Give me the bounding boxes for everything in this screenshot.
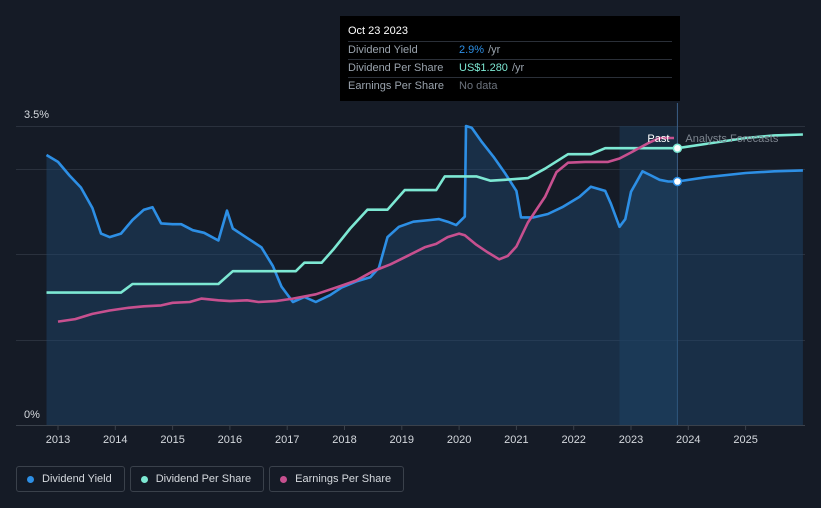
forecast-label: Analysts Forecasts (685, 133, 778, 145)
dividend-per-share-forecast-line (677, 133, 803, 150)
x-tick-label: 2016 (218, 434, 242, 446)
tooltip-label: Dividend Per Share (348, 62, 444, 74)
x-tick-label: 2018 (332, 434, 356, 446)
y-axis-min-label: 0% (24, 409, 40, 421)
legend-label: Dividend Per Share (155, 473, 252, 485)
x-tick-label: 2019 (390, 434, 414, 446)
tooltip-date: Oct 23 2023 (348, 25, 408, 37)
x-tick-label: 2014 (103, 434, 127, 446)
dividend-yield-marker (672, 176, 683, 187)
y-axis-max-label: 3.5% (24, 109, 49, 121)
legend-label: Earnings Per Share (295, 473, 392, 485)
legend: Dividend Yield Dividend Per Share Earnin… (16, 466, 405, 492)
tooltip-row-dividend-yield: Dividend Yield 2.9% /yr (348, 41, 672, 59)
legend-dividend-per-share[interactable]: Dividend Per Share (129, 466, 265, 492)
x-tick-label: 2020 (447, 434, 471, 446)
legend-dividend-yield[interactable]: Dividend Yield (16, 466, 125, 492)
tooltip-value: 2.9% (459, 44, 485, 56)
legend-earnings-per-share[interactable]: Earnings Per Share (269, 466, 405, 492)
tooltip-value: US$1.280 (459, 62, 508, 74)
x-tick-label: 2023 (619, 434, 643, 446)
x-tick-label: 2015 (160, 434, 184, 446)
x-tick-label: 2017 (275, 434, 299, 446)
earnings-per-share-line (57, 136, 674, 323)
x-tick-label: 2013 (46, 434, 70, 446)
tooltip-label: Earnings Per Share (348, 80, 444, 92)
legend-label: Dividend Yield (42, 473, 112, 485)
dividend-yield-area (46, 126, 803, 425)
past-shade-region (619, 126, 678, 425)
tooltip-value: No data (459, 80, 498, 92)
tooltip-row-dividend-per-share: Dividend Per Share US$1.280 /yr (348, 59, 672, 77)
past-label: Past (647, 133, 669, 145)
dividend-per-share-line (46, 146, 678, 294)
legend-dot-icon (280, 475, 288, 483)
tooltip-unit: /yr (488, 44, 501, 56)
tooltip-row-earnings-per-share: Earnings Per Share No data (348, 77, 672, 95)
legend-dot-icon (140, 475, 148, 483)
tooltip-unit: /yr (511, 62, 525, 74)
x-tick-label: 2022 (561, 434, 585, 446)
legend-dot-icon (27, 475, 34, 483)
dividend-yield-forecast-line (677, 169, 803, 183)
dividend-per-share-marker (672, 143, 683, 153)
x-tick-label: 2021 (504, 434, 528, 446)
x-tick-label: 2024 (676, 434, 700, 446)
tooltip-label: Dividend Yield (348, 44, 418, 56)
x-tick-label: 2025 (733, 434, 757, 446)
tooltip: Oct 23 2023 Dividend Yield 2.9% /yr Divi… (340, 16, 680, 101)
